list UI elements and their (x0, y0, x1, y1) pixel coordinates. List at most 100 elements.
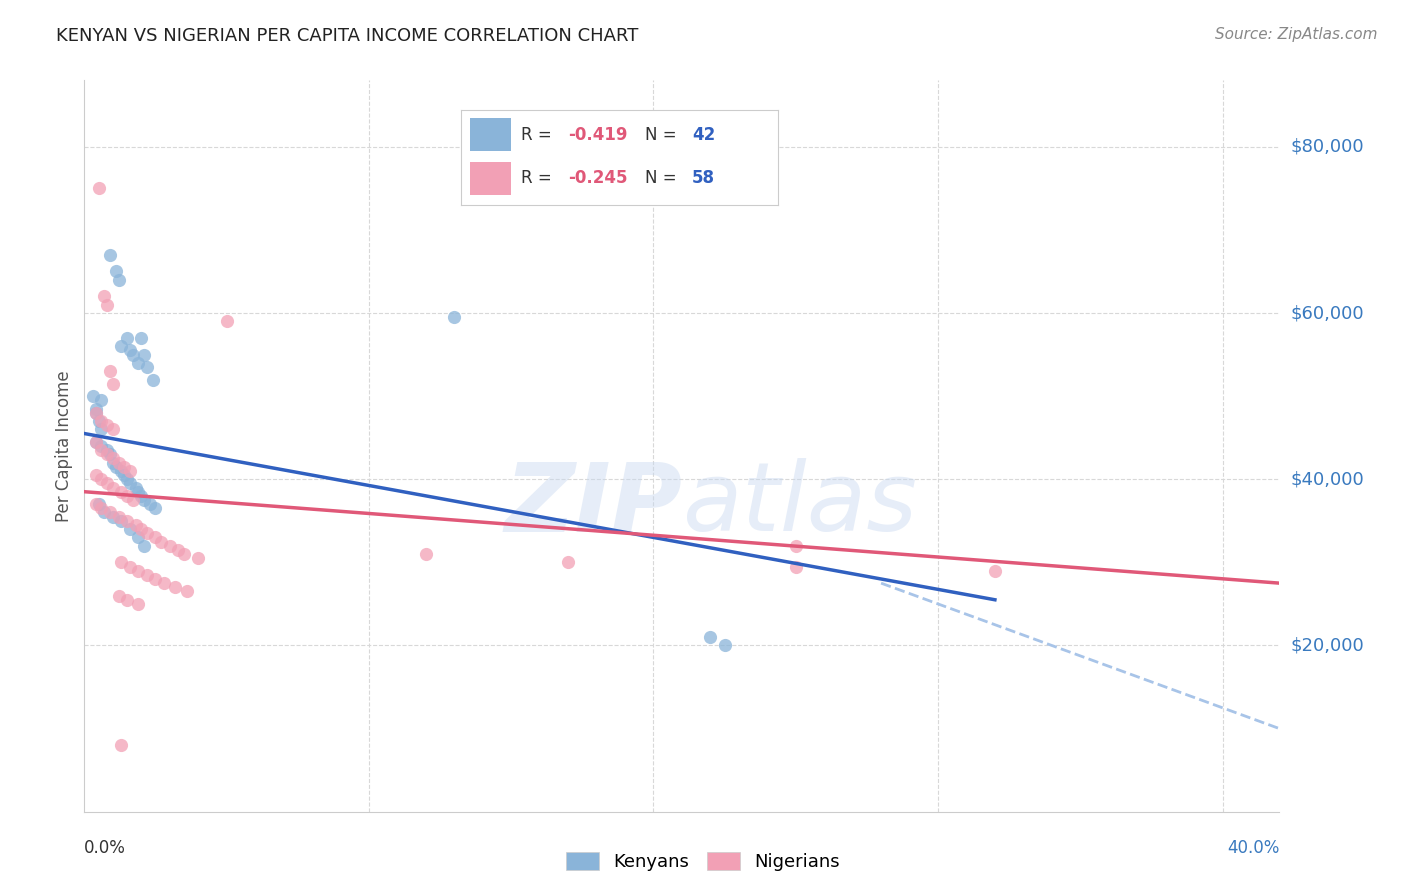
Text: 0.0%: 0.0% (84, 839, 127, 857)
Point (112, 468, 135, 483)
Point (98, 364, 121, 378)
Point (98, 447, 121, 461)
Point (90, 472, 112, 486)
Point (127, 597, 149, 611)
Point (104, 459, 127, 474)
Point (129, 522, 152, 536)
Point (90, 414, 112, 428)
Point (115, 472, 138, 486)
Point (87, 497, 110, 511)
Point (107, 456, 129, 470)
Point (90, 501, 112, 516)
Point (96, 298, 118, 312)
Text: $80,000: $80,000 (1291, 137, 1364, 156)
Point (713, 639, 735, 653)
Point (984, 564, 1007, 578)
Point (176, 584, 198, 599)
Point (557, 555, 579, 569)
Point (118, 343, 141, 358)
Point (107, 509, 129, 524)
Text: $20,000: $20,000 (1291, 637, 1364, 655)
Point (129, 489, 152, 503)
Point (127, 356, 149, 370)
Y-axis label: Per Capita Income: Per Capita Income (55, 370, 73, 522)
Point (101, 481, 124, 495)
Point (84, 406, 107, 420)
Text: KENYAN VS NIGERIAN PER CAPITA INCOME CORRELATION CHART: KENYAN VS NIGERIAN PER CAPITA INCOME COR… (56, 27, 638, 45)
Point (165, 580, 187, 594)
Point (118, 476, 141, 491)
Point (159, 539, 181, 553)
Text: Source: ZipAtlas.com: Source: ZipAtlas.com (1215, 27, 1378, 42)
Point (129, 331, 152, 345)
Point (132, 539, 156, 553)
Text: $40,000: $40,000 (1291, 470, 1364, 488)
Point (145, 501, 167, 516)
Point (132, 347, 156, 362)
Point (98, 506, 121, 520)
Point (153, 576, 176, 591)
Point (215, 314, 238, 328)
Point (112, 459, 135, 474)
Point (110, 339, 132, 353)
Point (101, 451, 124, 466)
Point (101, 456, 124, 470)
Point (124, 518, 146, 533)
Point (107, 589, 129, 603)
Point (127, 484, 149, 499)
Point (93, 289, 115, 303)
Point (84, 468, 107, 483)
Point (84, 401, 107, 416)
Point (87, 181, 110, 195)
Point (115, 514, 138, 528)
Point (127, 530, 149, 544)
Point (145, 530, 167, 544)
Point (110, 464, 132, 478)
Point (104, 264, 127, 278)
Point (84, 497, 107, 511)
Point (150, 534, 173, 549)
Text: atlas: atlas (682, 458, 917, 551)
Text: ZIP: ZIP (503, 458, 682, 551)
Point (96, 476, 118, 491)
Point (84, 434, 107, 449)
Point (90, 393, 112, 408)
Point (136, 526, 159, 541)
Point (118, 559, 141, 574)
Point (84, 434, 107, 449)
Point (90, 443, 112, 458)
Point (115, 331, 138, 345)
Point (118, 522, 141, 536)
Point (115, 592, 138, 607)
Point (87, 414, 110, 428)
Point (93, 506, 115, 520)
Point (110, 484, 132, 499)
Point (139, 497, 162, 511)
Point (785, 559, 807, 574)
Point (90, 439, 112, 453)
Point (101, 376, 124, 391)
Point (96, 443, 118, 458)
Point (101, 509, 124, 524)
Point (145, 572, 167, 586)
Point (136, 359, 159, 374)
Point (110, 514, 132, 528)
Point (110, 738, 132, 752)
Point (98, 248, 121, 262)
Point (96, 418, 118, 433)
Point (136, 567, 159, 582)
Point (187, 551, 209, 566)
Legend: Kenyans, Nigerians: Kenyans, Nigerians (560, 846, 846, 879)
Point (96, 447, 118, 461)
Point (82, 389, 104, 403)
Point (124, 481, 146, 495)
Point (110, 555, 132, 569)
Point (107, 273, 129, 287)
Point (121, 493, 143, 508)
Text: 40.0%: 40.0% (1227, 839, 1279, 857)
Point (785, 539, 807, 553)
Point (101, 422, 124, 436)
Point (115, 489, 138, 503)
Point (142, 372, 165, 386)
Point (127, 564, 149, 578)
